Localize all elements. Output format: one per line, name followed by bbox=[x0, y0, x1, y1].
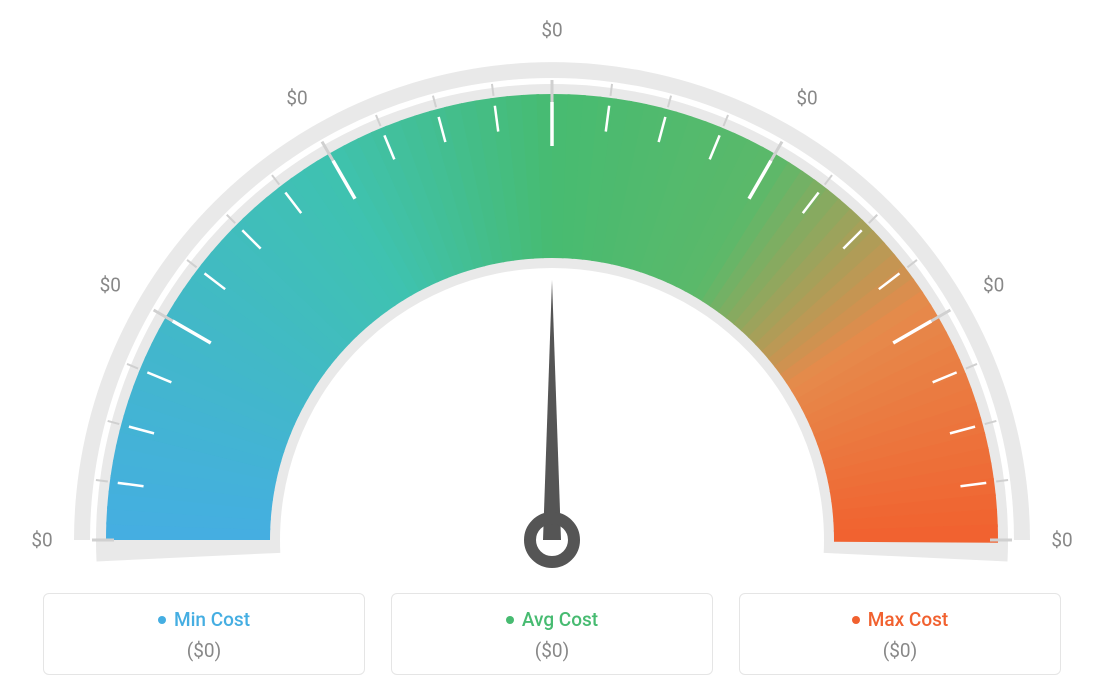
legend-title-avg: Avg Cost bbox=[402, 608, 702, 631]
bullet-icon bbox=[852, 616, 860, 624]
gauge-scale-label: $0 bbox=[100, 274, 121, 297]
gauge-scale-label: $0 bbox=[31, 529, 52, 552]
gauge-scale-label: $0 bbox=[796, 87, 817, 110]
legend-label-min: Min Cost bbox=[174, 608, 250, 631]
gauge-scale-label: $0 bbox=[983, 274, 1004, 297]
legend-card-max: Max Cost ($0) bbox=[739, 593, 1061, 675]
legend-title-max: Max Cost bbox=[750, 608, 1050, 631]
gauge-scale-label: $0 bbox=[1051, 529, 1072, 552]
legend-card-min: Min Cost ($0) bbox=[43, 593, 365, 675]
legend-card-avg: Avg Cost ($0) bbox=[391, 593, 713, 675]
legend-label-avg: Avg Cost bbox=[522, 608, 598, 631]
bullet-icon bbox=[158, 616, 166, 624]
gauge-svg bbox=[52, 30, 1052, 590]
bullet-icon bbox=[506, 616, 514, 624]
legend-row: Min Cost ($0) Avg Cost ($0) Max Cost ($0… bbox=[43, 593, 1061, 675]
legend-value-max: ($0) bbox=[750, 639, 1050, 662]
legend-value-min: ($0) bbox=[54, 639, 354, 662]
gauge-chart: $0$0$0$0$0$0$0 bbox=[52, 30, 1052, 590]
legend-title-min: Min Cost bbox=[54, 608, 354, 631]
legend-value-avg: ($0) bbox=[402, 639, 702, 662]
gauge-scale-label: $0 bbox=[541, 19, 562, 42]
legend-label-max: Max Cost bbox=[868, 608, 948, 631]
gauge-scale-label: $0 bbox=[286, 87, 307, 110]
